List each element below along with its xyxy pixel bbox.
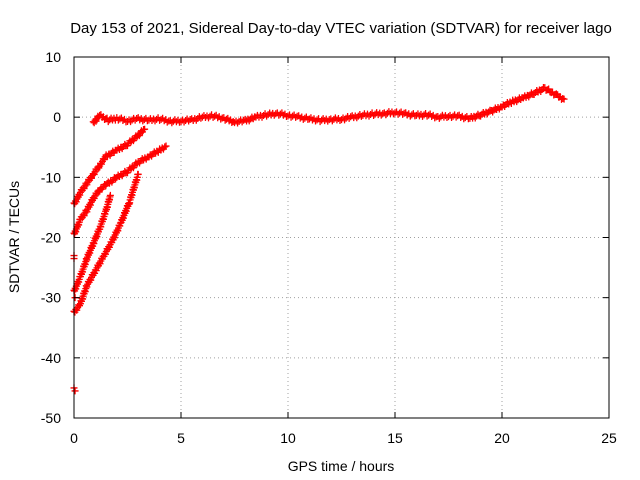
- y-tick-label: 10: [45, 49, 61, 65]
- data-point-fill: [552, 90, 560, 98]
- data-layer: [70, 83, 568, 395]
- data-point: [106, 191, 114, 199]
- series-arc-4: [70, 170, 142, 316]
- x-axis-label: GPS time / hours: [288, 458, 395, 474]
- y-tick-label: 0: [53, 109, 61, 125]
- data-point: [162, 142, 170, 150]
- x-tick-label: 5: [177, 430, 185, 446]
- data-point-fill: [353, 114, 361, 122]
- data-point-fill: [341, 116, 349, 124]
- x-tick-label: 15: [387, 430, 403, 446]
- y-tick-label: -20: [41, 230, 61, 246]
- ticks: 0 5 10 15 20 25 10 0 -10 -20 -30 -40 -50: [41, 49, 617, 446]
- data-point: [134, 170, 142, 178]
- y-tick-label: -40: [41, 350, 61, 366]
- data-point: [141, 125, 149, 133]
- data-point-fill: [292, 113, 300, 121]
- series-arc-2: [70, 142, 170, 238]
- x-tick-label: 20: [494, 430, 510, 446]
- y-axis-label: SDTVAR / TECUs: [6, 181, 22, 293]
- series-arc-3: [70, 191, 114, 295]
- data-point: [263, 112, 271, 120]
- chart-title: Day 153 of 2021, Sidereal Day-to-day VTE…: [70, 20, 612, 37]
- x-tick-label: 0: [70, 430, 78, 446]
- data-point-fill: [112, 175, 120, 183]
- data-point-fill: [347, 113, 355, 121]
- data-point-fill: [435, 114, 443, 122]
- y-tick-label: -50: [41, 410, 61, 426]
- data-point-fill: [119, 116, 127, 124]
- series-arc-1: [70, 125, 149, 208]
- data-point-fill: [127, 118, 135, 126]
- data-point-fill: [301, 114, 309, 122]
- y-tick-label: -10: [41, 169, 61, 185]
- x-tick-label: 10: [280, 430, 296, 446]
- series-main: [89, 83, 568, 127]
- data-point-fill: [399, 110, 407, 118]
- data-point-fill: [461, 114, 469, 122]
- data-point-fill: [82, 206, 90, 214]
- grid: [74, 57, 609, 418]
- x-tick-label: 25: [601, 430, 617, 446]
- y-tick-label: -30: [41, 290, 61, 306]
- data-point: [71, 387, 79, 395]
- data-point-fill: [234, 119, 242, 127]
- data-point-fill: [186, 116, 194, 124]
- data-point-fill: [382, 111, 390, 119]
- data-point: [560, 95, 568, 103]
- data-point-fill: [161, 143, 169, 151]
- series-points: [70, 252, 79, 395]
- data-point-fill: [279, 111, 287, 119]
